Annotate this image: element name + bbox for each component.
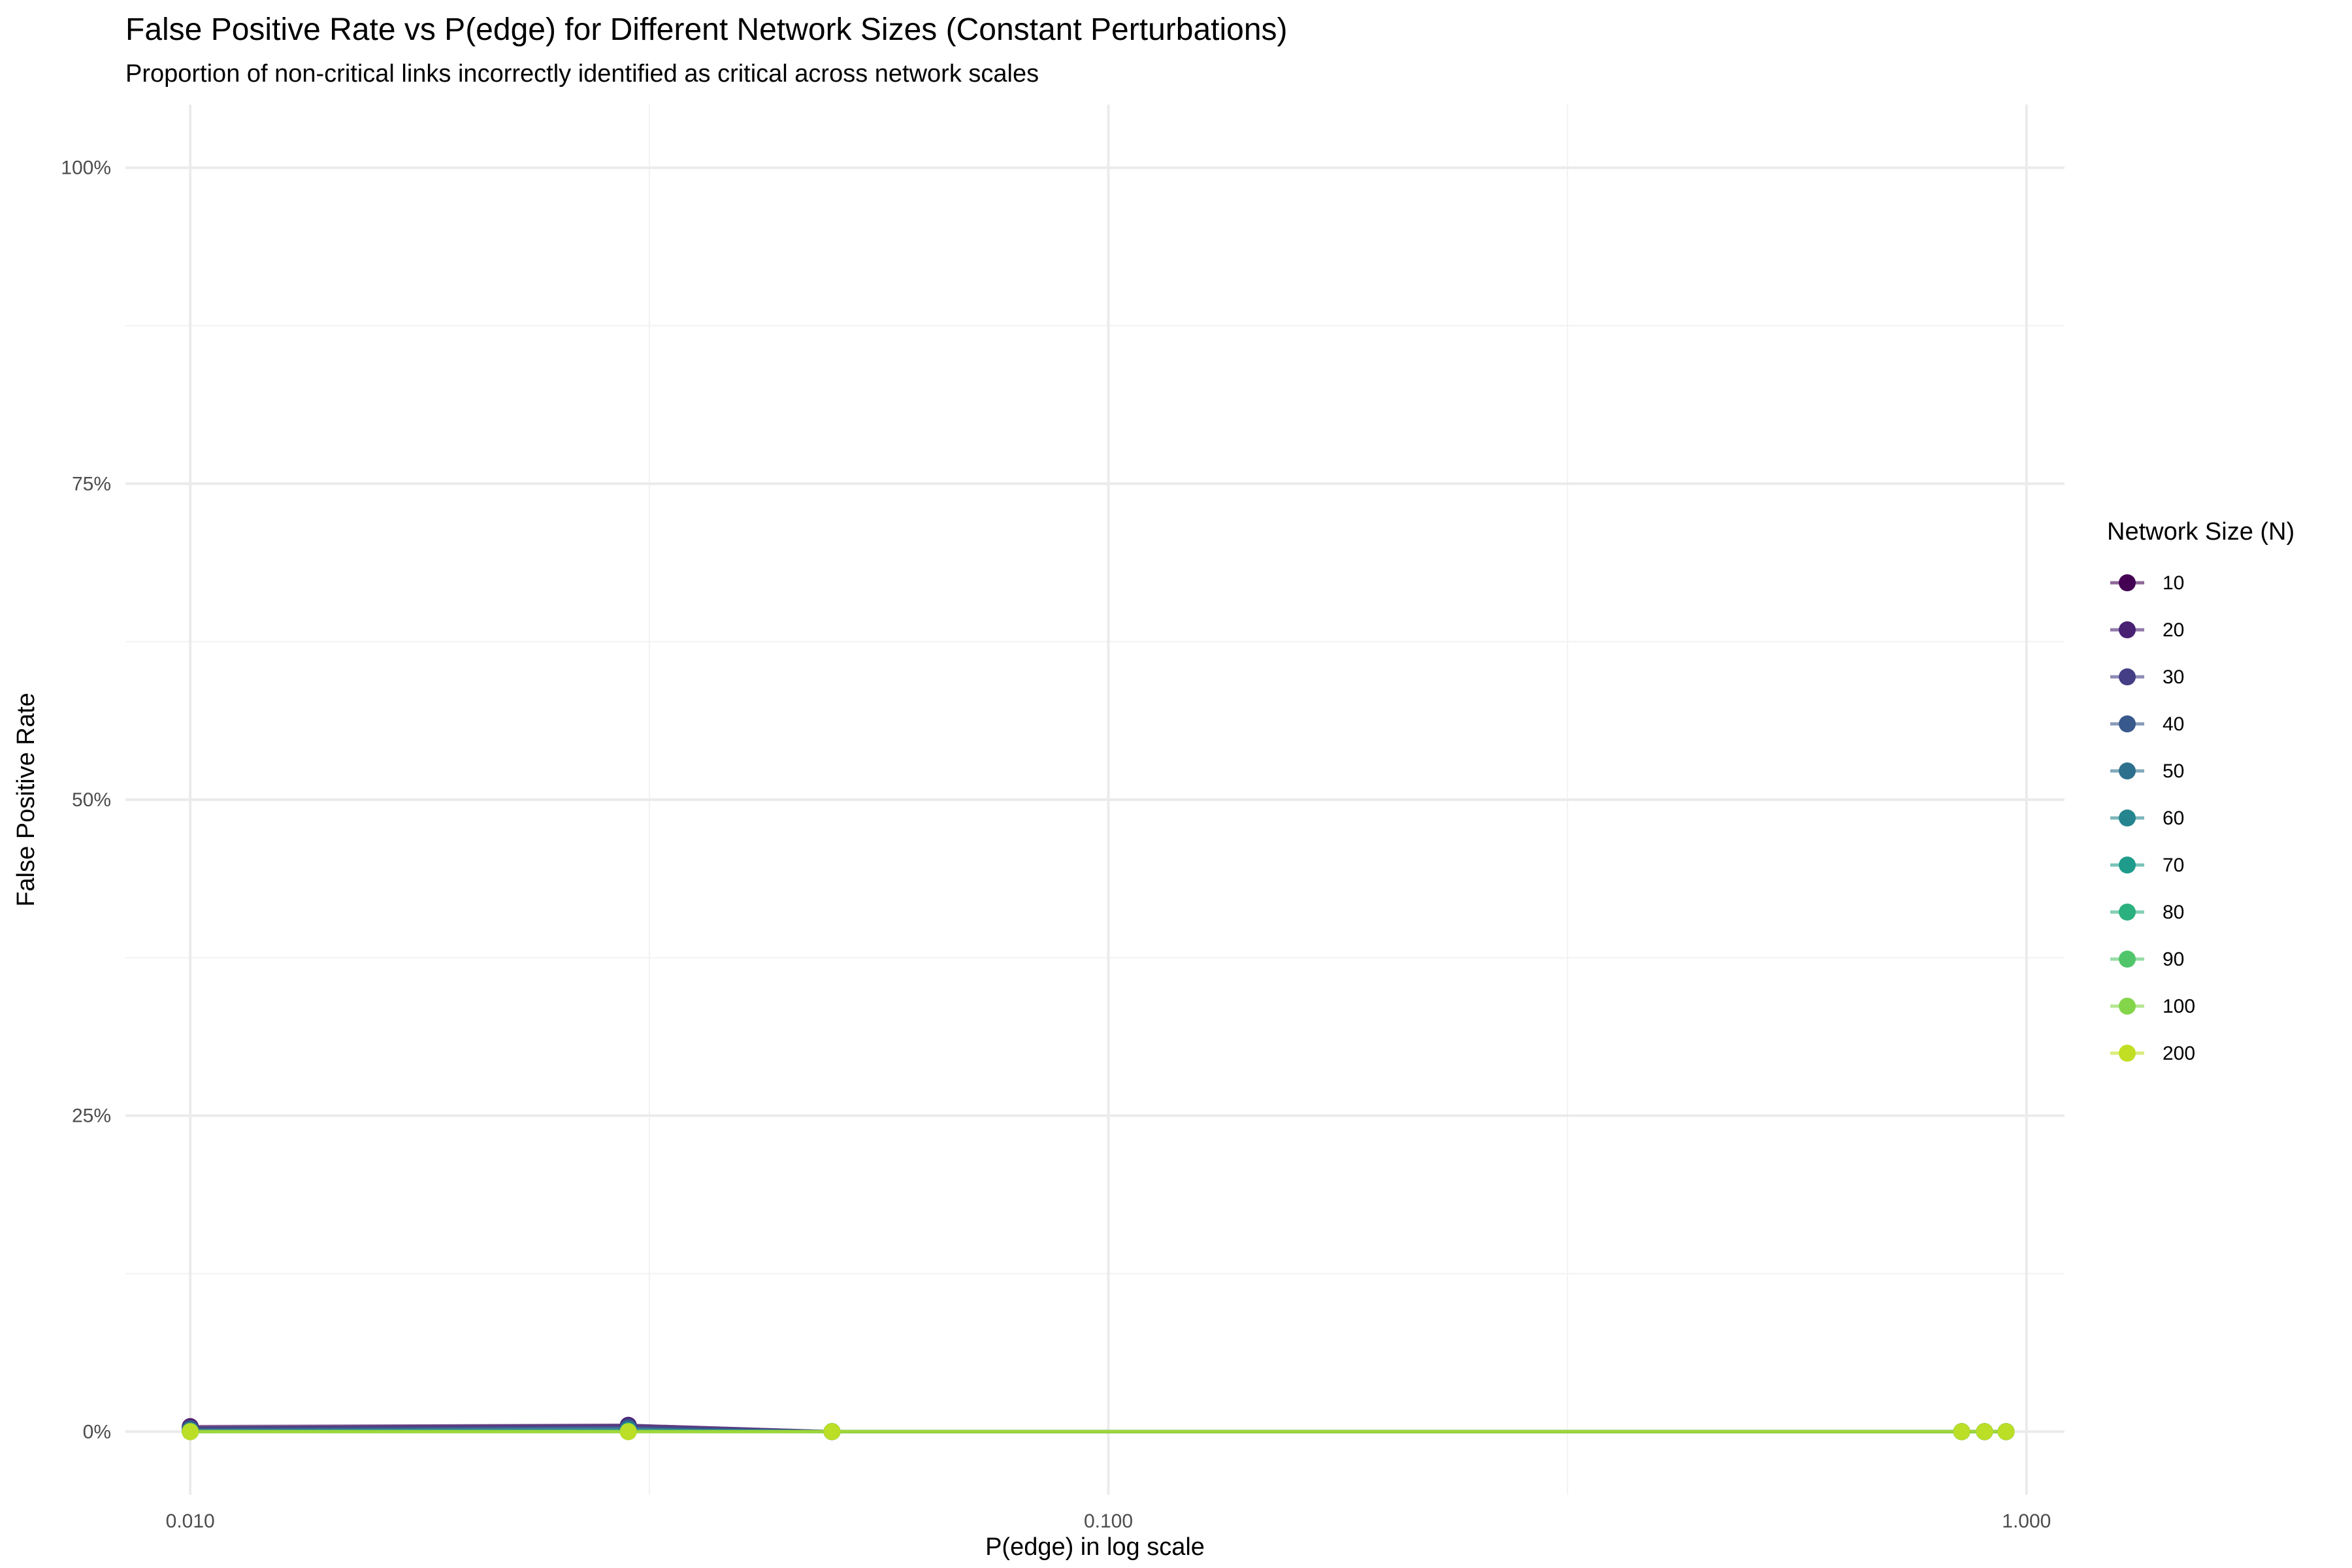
data-point-n200 xyxy=(619,1423,637,1441)
data-point-n200 xyxy=(1997,1423,2015,1441)
legend-label: 90 xyxy=(2163,949,2184,970)
legend-label: 20 xyxy=(2163,619,2184,641)
legend-key-point xyxy=(2119,951,2136,968)
legend-key-point xyxy=(2119,1045,2136,1062)
grid-layer xyxy=(125,105,2065,1495)
chart-subtitle: Proportion of non-critical links incorre… xyxy=(125,60,1039,88)
y-tick-label: 50% xyxy=(72,789,111,811)
legend-label: 40 xyxy=(2163,713,2184,735)
legend-key-point xyxy=(2119,574,2136,591)
data-point-n200 xyxy=(823,1423,841,1441)
legend-label: 80 xyxy=(2163,902,2184,923)
x-tick-label: 0.100 xyxy=(1084,1511,1133,1532)
legend-key-point xyxy=(2119,621,2136,638)
data-point-n200 xyxy=(1976,1423,1993,1441)
x-tick-label: 1.000 xyxy=(2002,1511,2051,1532)
legend-label: 30 xyxy=(2163,666,2184,688)
legend-key-point xyxy=(2119,857,2136,874)
series-layer xyxy=(182,1416,2015,1441)
x-tick-label: 0.010 xyxy=(166,1511,215,1532)
legend-label: 60 xyxy=(2163,808,2184,829)
y-axis-title: False Positive Rate xyxy=(12,693,40,906)
axis-layer: 0.010 0.100 1.000 0% 25% 50% 75% 100% xyxy=(61,157,2051,1532)
y-tick-label: 100% xyxy=(61,157,111,179)
x-axis-title: P(edge) in log scale xyxy=(985,1533,1205,1561)
y-tick-label: 0% xyxy=(83,1421,111,1443)
legend-label: 70 xyxy=(2163,855,2184,876)
legend-key-point xyxy=(2119,668,2136,685)
legend: Network Size (N) 10 20 30 40 50 60 70 80 90 100 20… xyxy=(2107,518,2295,1064)
data-point-n200 xyxy=(182,1423,199,1441)
y-tick-label: 75% xyxy=(72,473,111,495)
legend-label: 50 xyxy=(2163,760,2184,782)
legend-key-point xyxy=(2119,809,2136,826)
y-tick-label: 25% xyxy=(72,1105,111,1127)
legend-label: 200 xyxy=(2163,1043,2195,1064)
legend-key-point xyxy=(2119,762,2136,779)
legend-label: 100 xyxy=(2163,996,2195,1017)
chart-title: False Positive Rate vs P(edge) for Diffe… xyxy=(125,12,1288,47)
data-point-n200 xyxy=(1953,1423,1970,1441)
legend-title: Network Size (N) xyxy=(2107,518,2295,546)
legend-key-point xyxy=(2119,715,2136,732)
legend-key-point xyxy=(2119,998,2136,1015)
legend-key-point xyxy=(2119,904,2136,921)
legend-label: 10 xyxy=(2163,572,2184,594)
